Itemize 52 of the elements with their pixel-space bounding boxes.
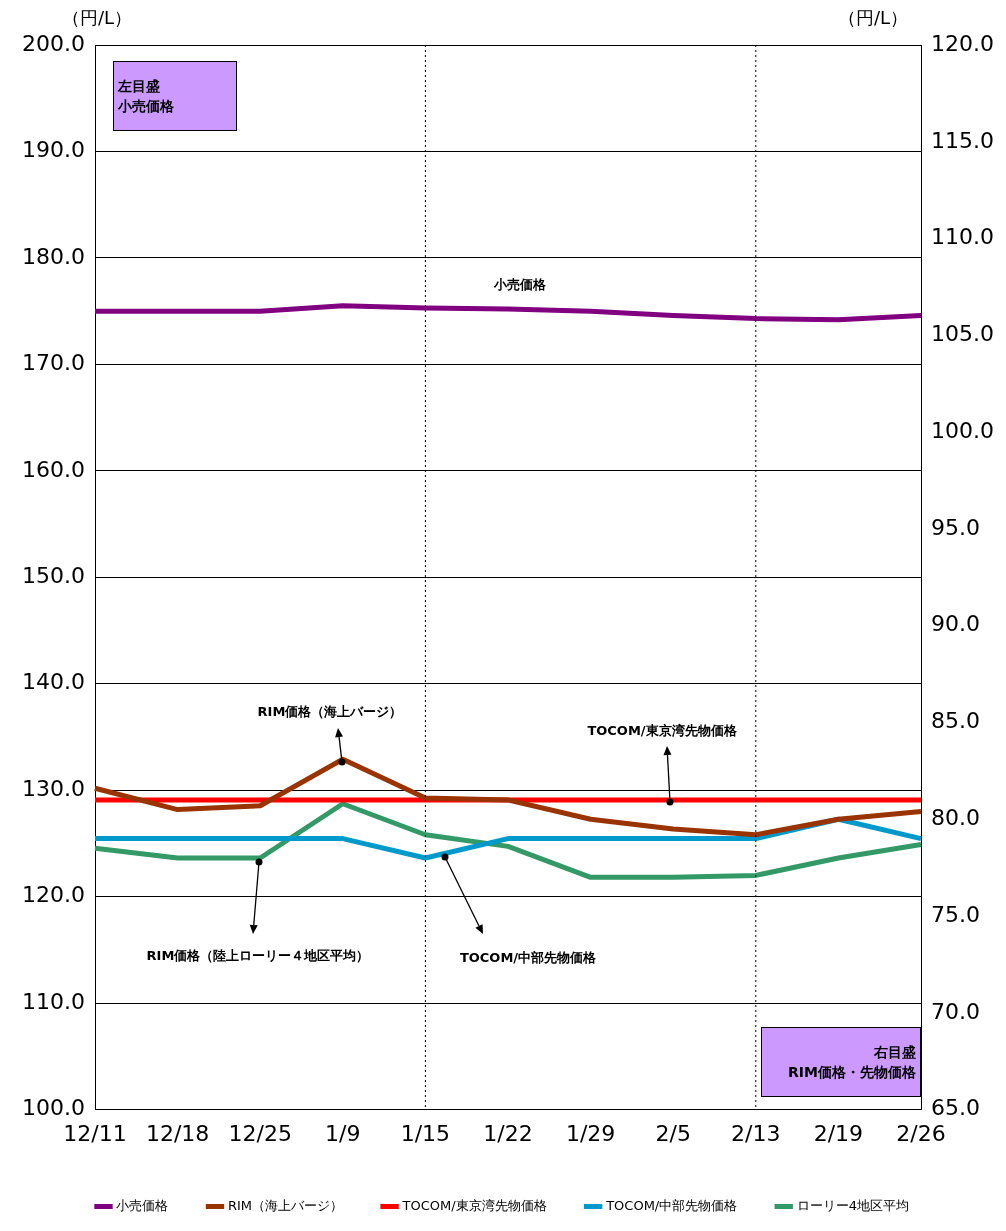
y2-tick-label: 90.0 [931, 611, 980, 637]
annotation: TOCOM/中部先物価格 [459, 949, 597, 967]
annotation: TOCOM/東京湾先物価格 [587, 722, 737, 740]
y-tick-label: 100.0 [22, 1095, 85, 1121]
x-tick-label: 1/22 [483, 1120, 533, 1146]
y-tick-label: 110.0 [22, 988, 85, 1014]
y2-tick-label: 105.0 [931, 321, 994, 347]
y-tick-label: 130.0 [22, 775, 85, 801]
annotation: 左目盛 [118, 77, 161, 96]
label-box: 左目盛 小売価格 [113, 61, 237, 131]
x-tick-label: 1/15 [400, 1120, 451, 1146]
annotation: RIM価格（陸上ローリー４地区平均） [146, 947, 370, 965]
annotation: RIM価格・先物価格 [787, 1063, 916, 1082]
annotation: 右目盛 [873, 1043, 916, 1062]
y2-tick-label: 115.0 [931, 127, 994, 153]
x-tick-label: 2/19 [813, 1120, 864, 1146]
y2-tick-label: 95.0 [931, 514, 980, 540]
legend-label: ローリー4地区平均 [796, 1197, 910, 1213]
legend-label: TOCOM/中部先物価格 [605, 1197, 738, 1213]
annotation: 小売価格 [494, 276, 546, 294]
y-tick-label: 200.0 [22, 30, 85, 56]
legend-label: 小売価格 [116, 1197, 169, 1213]
y2-tick-label: 65.0 [931, 1095, 980, 1121]
x-tick-label: 2/26 [896, 1120, 946, 1146]
legend-label: TOCOM/東京湾先物価格 [401, 1197, 547, 1213]
y2-tick-label: 75.0 [931, 901, 980, 927]
x-tick-label: 12/18 [145, 1120, 210, 1146]
x-tick-label: 2/13 [731, 1120, 781, 1146]
y2-tick-label: 110.0 [931, 224, 994, 250]
y2-tick-label: 120.0 [931, 30, 994, 56]
x-tick-label: 1/9 [325, 1120, 361, 1146]
y2-tick-label: 80.0 [931, 804, 980, 830]
y-tick-label: 180.0 [22, 243, 85, 269]
legend-label: RIM（海上バージ） [227, 1197, 344, 1213]
y-tick-label: 150.0 [22, 563, 85, 589]
y-tick-label: 140.0 [22, 669, 85, 695]
x-tick-label: 12/11 [63, 1120, 127, 1146]
y2-tick-label: 100.0 [931, 417, 994, 443]
x-tick-label: 2/5 [655, 1120, 691, 1146]
y2-axis-title: （円/L） [838, 6, 909, 30]
y-tick-label: 190.0 [22, 137, 85, 163]
label-box: 右目盛 RIM価格・先物価格 [761, 1027, 921, 1097]
x-tick-label: 12/25 [228, 1120, 292, 1146]
y-tick-label: 160.0 [22, 456, 85, 482]
y-tick-label: 120.0 [22, 882, 85, 908]
y2-tick-label: 85.0 [931, 708, 980, 734]
x-tick-label: 1/29 [565, 1120, 616, 1146]
y2-tick-label: 70.0 [931, 998, 980, 1024]
annotation: 小売価格 [118, 97, 175, 116]
annotation: RIM価格（海上バージ） [257, 703, 403, 721]
y-axis-title: （円/L） [62, 6, 133, 30]
y-tick-label: 170.0 [22, 350, 85, 376]
